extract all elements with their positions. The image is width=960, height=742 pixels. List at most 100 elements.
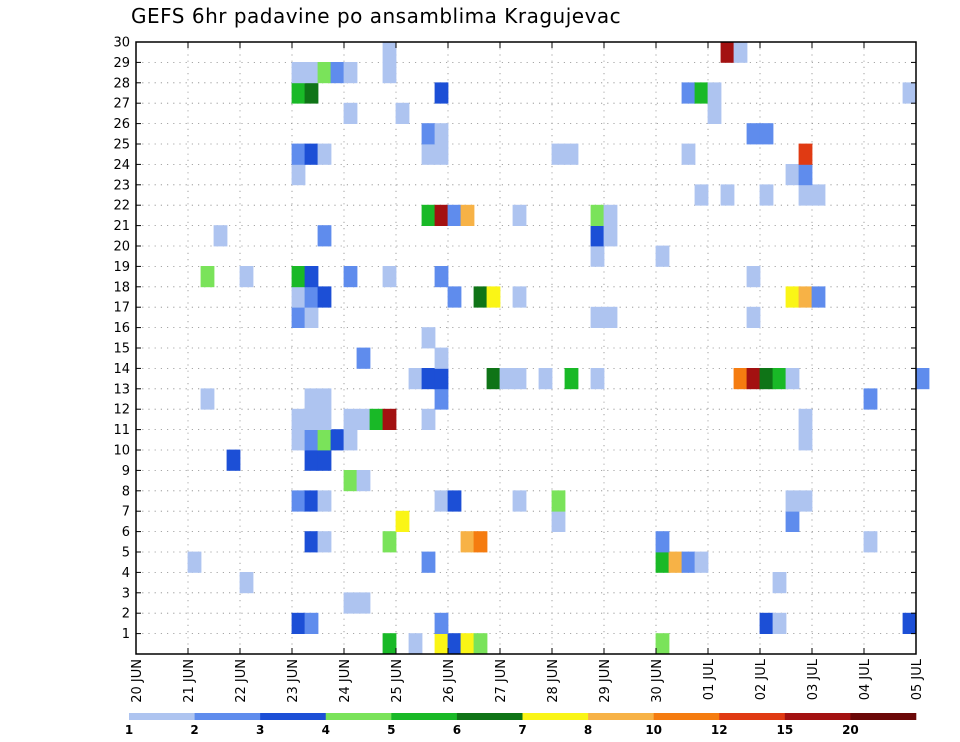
y-tick-label: 7 <box>122 505 130 520</box>
y-tick-label: 25 <box>113 138 130 153</box>
heatmap-cell <box>564 368 579 390</box>
heatmap-cell <box>291 286 306 308</box>
heatmap-cell <box>343 102 358 124</box>
colorbar-legend: 1 2 3 4 5 6 7 8 10 12 15 20 <box>125 713 917 737</box>
x-tick-label: 25 JUN <box>390 659 405 703</box>
heatmap-cell <box>291 266 306 288</box>
heatmap-cell <box>473 531 488 553</box>
heatmap-cell <box>356 347 371 369</box>
heatmap-cell <box>200 266 215 288</box>
heatmap-cell <box>603 204 618 226</box>
heatmap-cell <box>915 368 930 390</box>
heatmap-cell <box>395 102 410 124</box>
y-tick-label: 26 <box>113 117 130 132</box>
heatmap-cell <box>434 82 449 104</box>
y-tick-label: 10 <box>113 444 130 459</box>
x-tick-label: 20 JUN <box>130 659 145 703</box>
heatmap-cell <box>785 286 800 308</box>
heatmap-cell <box>330 62 345 84</box>
x-tick-label: 22 JUN <box>234 659 249 703</box>
heatmap-cell <box>356 408 371 430</box>
legend-swatch <box>129 713 195 720</box>
x-tick-label: 30 JUN <box>650 659 665 703</box>
heatmap-cell <box>759 368 774 390</box>
heatmap-cell <box>694 551 709 573</box>
heatmap-cell <box>707 82 722 104</box>
heatmap-cell <box>473 633 488 655</box>
axes-layer: 1234567891011121314151617181920212223242… <box>113 36 925 703</box>
heatmap-cell <box>343 592 358 614</box>
y-tick-label: 15 <box>113 342 130 357</box>
heatmap-cell <box>408 633 423 655</box>
heatmap-cell <box>343 429 358 451</box>
heatmap-cell <box>512 368 527 390</box>
y-tick-label: 27 <box>113 97 130 112</box>
y-tick-label: 2 <box>122 607 130 622</box>
heatmap-cell <box>512 286 527 308</box>
heatmap-cell <box>655 245 670 267</box>
heatmap-cell <box>213 225 228 247</box>
x-tick-label: 27 JUN <box>494 659 509 703</box>
heatmap-cell <box>746 306 761 328</box>
heatmap-cell <box>291 143 306 165</box>
y-tick-label: 9 <box>122 464 130 479</box>
heatmap-cell <box>291 164 306 186</box>
legend-label: 2 <box>190 723 198 737</box>
heatmap-cell <box>785 164 800 186</box>
heatmap-cell <box>291 306 306 328</box>
heatmap-cell <box>720 184 735 206</box>
heatmap-cell <box>759 612 774 634</box>
heatmap-cell <box>551 490 566 512</box>
heatmap-cell <box>499 368 514 390</box>
heatmap-cell <box>317 388 332 410</box>
legend-label: 20 <box>842 723 859 737</box>
y-tick-label: 21 <box>113 219 130 234</box>
heatmap-cell <box>798 184 813 206</box>
heatmap-cell <box>798 408 813 430</box>
heatmap-cell <box>434 633 449 655</box>
heatmap-cell <box>551 143 566 165</box>
y-tick-label: 16 <box>113 321 130 336</box>
legend-swatch <box>194 713 261 720</box>
heatmap-cell <box>863 531 878 553</box>
y-tick-label: 19 <box>113 260 130 275</box>
heatmap-cell <box>317 286 332 308</box>
y-tick-label: 3 <box>122 586 130 601</box>
heatmap-cell <box>811 184 826 206</box>
heatmap-cell <box>772 612 787 634</box>
heatmap-cell <box>291 82 306 104</box>
y-tick-label: 23 <box>113 178 130 193</box>
heatmap-cell <box>369 408 384 430</box>
y-tick-label: 29 <box>113 56 130 71</box>
heatmap-cell <box>590 306 605 328</box>
y-tick-label: 22 <box>113 199 130 214</box>
heatmap-cell <box>291 490 306 512</box>
heatmap-cell <box>317 531 332 553</box>
heatmap-cell <box>486 286 501 308</box>
heatmap-cell <box>460 204 475 226</box>
heatmap-cell <box>798 490 813 512</box>
x-tick-label: 23 JUN <box>286 659 301 703</box>
heatmap-cell <box>317 225 332 247</box>
heatmap-cell <box>187 551 202 573</box>
heatmap-cell <box>382 531 397 553</box>
heatmap-cell <box>317 449 332 471</box>
heatmap-cell <box>421 143 436 165</box>
heatmap-cell <box>434 123 449 145</box>
heatmap-cell <box>382 408 397 430</box>
x-tick-label: 04 JUL <box>858 658 873 700</box>
heatmap-cell <box>317 490 332 512</box>
heatmap-cell <box>304 490 319 512</box>
heatmap-cell <box>538 368 553 390</box>
heatmap-cell <box>304 388 319 410</box>
heatmap-cell <box>590 245 605 267</box>
heatmap-cell <box>733 368 748 390</box>
heatmap-cell <box>330 429 345 451</box>
legend-label: 8 <box>584 723 592 737</box>
y-tick-label: 24 <box>113 158 130 173</box>
legend-swatch <box>784 713 851 720</box>
legend-swatch <box>588 713 654 720</box>
heatmap-cell <box>291 612 306 634</box>
heatmap-cell <box>239 266 254 288</box>
